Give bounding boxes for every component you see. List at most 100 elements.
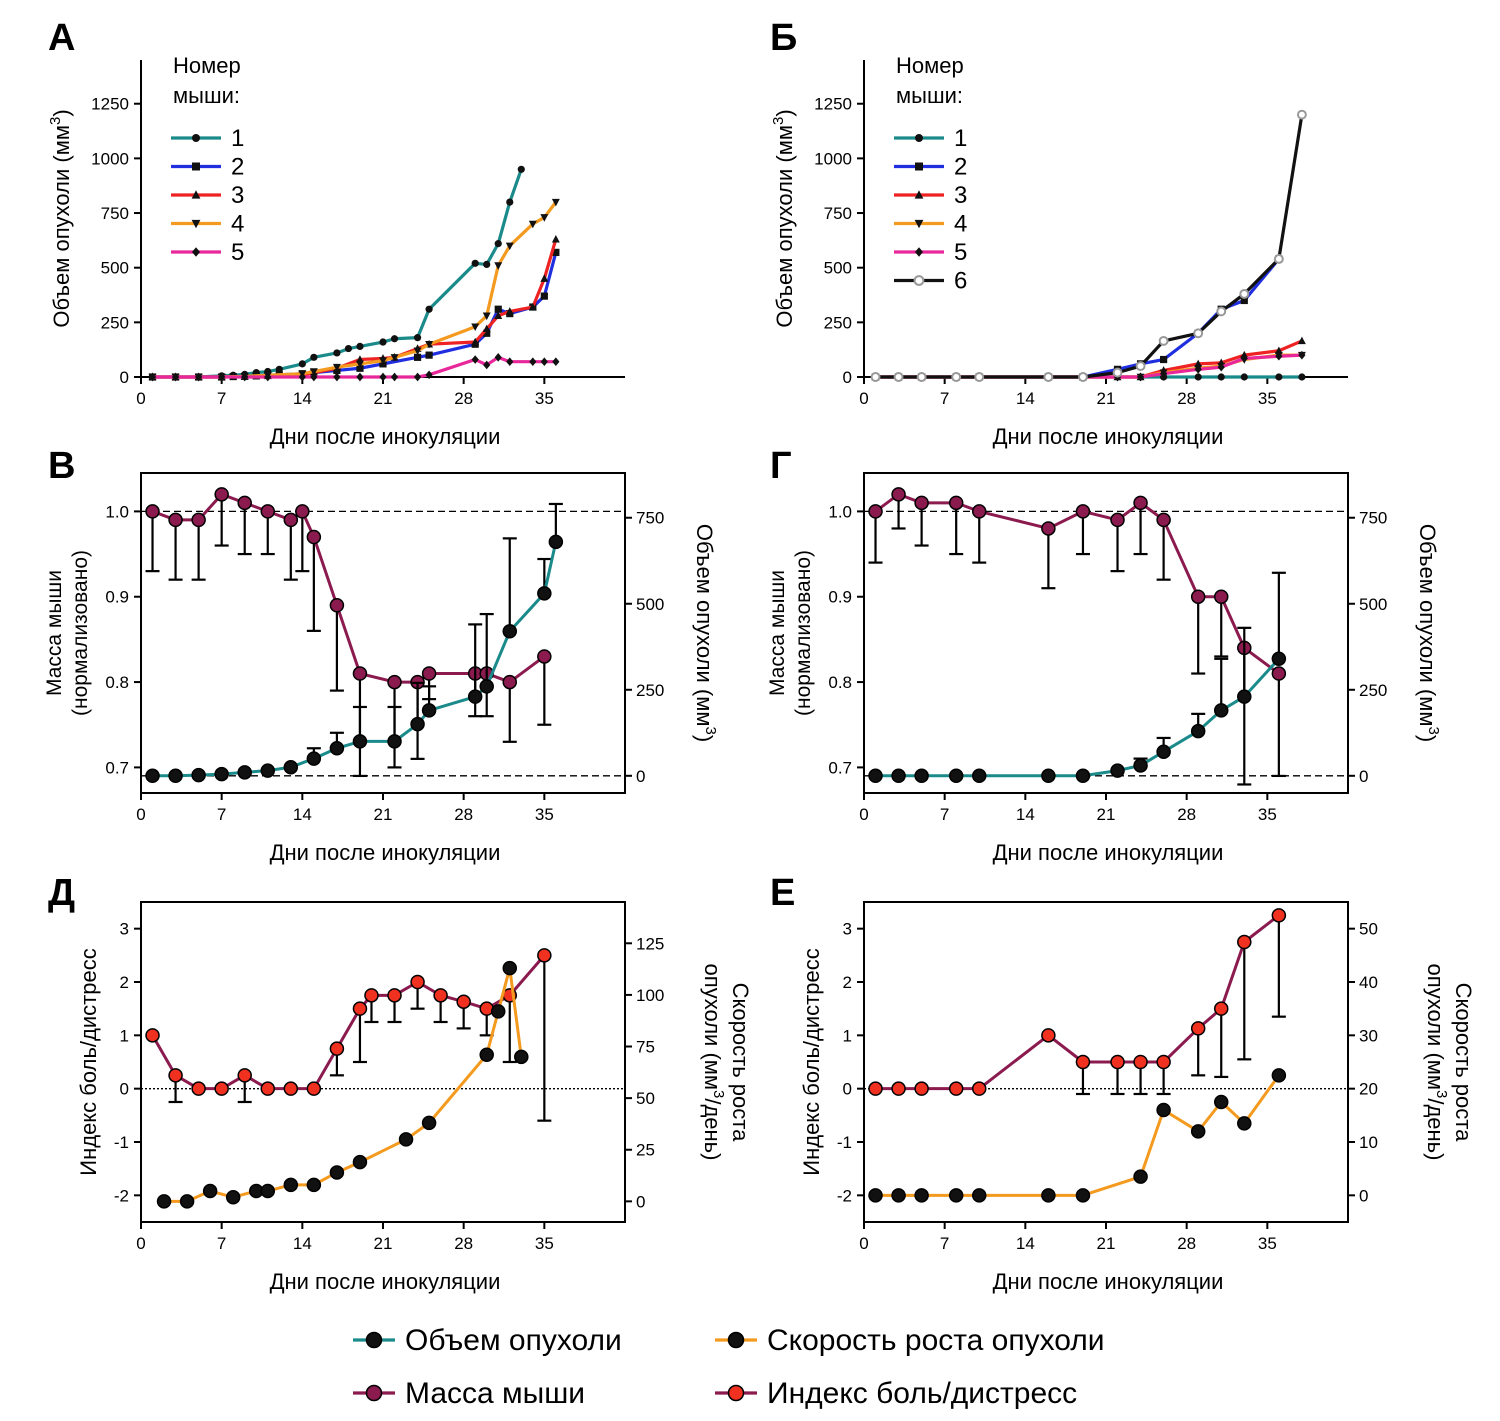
data-point [479,679,494,694]
y-tick-label: 1.0 [105,502,129,521]
x-tick-label: 35 [535,805,554,824]
legend-marker [191,219,201,229]
x-tick-label: 21 [374,389,393,408]
data-point [352,1001,368,1016]
series-Масса мыши [868,487,1287,786]
series-line [875,114,1304,379]
data-point [1190,723,1206,739]
data-point [298,372,306,382]
data-point [225,1189,241,1205]
data-point [191,512,206,528]
data-point [1237,1116,1252,1131]
data-point [471,259,479,267]
data-point [1110,763,1125,778]
data-point [306,1177,322,1193]
data-point [951,372,962,382]
plot-frame [140,472,626,794]
y-tick-label: 0.7 [828,758,852,777]
y-tick-label: 0.7 [105,758,129,777]
y-tick-label: 250 [824,313,852,332]
data-point [1112,367,1123,378]
data-point [479,1047,494,1063]
data-point [537,649,552,664]
data-point [1275,373,1283,381]
y-tick-label: -1 [837,1133,852,1152]
x-tick-label: 28 [1177,389,1196,408]
data-point [1194,365,1202,374]
data-point [425,351,433,359]
y-tick-label: 0.9 [105,588,129,607]
y-axis-label: Масса мыши [766,570,789,696]
y-tick-label: 0 [120,368,129,387]
data-point [1160,369,1168,379]
data-point [1213,703,1229,718]
data-point [483,260,491,269]
data-point [421,666,437,681]
y-tick-label: 1 [120,1026,129,1045]
series-line [152,492,546,684]
legend-marker [914,190,924,199]
y2-axis-label: Объем опухоли (мм3) [692,524,719,742]
data-point [514,1049,529,1065]
data-point [914,495,929,511]
y-axis-label: Объем опухоли (мм3) [770,109,797,327]
y2-tick-label: 10 [1359,1133,1378,1152]
data-point [502,624,518,639]
y-tick-label: 1 [843,1026,852,1045]
series-Скорость роста опухоли [868,1068,1287,1203]
data-point [168,512,183,528]
data-point [1239,288,1250,299]
y2-tick-label: 0 [636,767,645,786]
data-point [494,305,502,313]
data-point [494,262,503,270]
data-point [333,349,341,357]
data-point [298,360,306,368]
data-point [505,242,514,251]
data-point [1296,109,1307,120]
data-point [1217,362,1225,372]
data-point [260,504,276,519]
y-tick-label: 3 [843,920,852,939]
data-point [237,495,252,511]
data-point [390,335,399,343]
y2-tick-label: 50 [636,1089,655,1108]
data-point [329,1041,345,1056]
data-point [1190,1124,1206,1139]
data-point [356,364,364,372]
y2-tick-label: 40 [1359,973,1378,992]
data-point [218,372,226,382]
legend-label: Масса мыши [405,1377,585,1410]
data-point [390,372,399,382]
legend-marker [365,1384,383,1402]
legend-title: Номер [896,53,964,78]
data-point [295,504,310,519]
y2-tick-label: 0 [1359,767,1368,786]
panel-В: В 0 7 14 21 28 35 0.7 0.8 0.9 1.0 0 250 500 750 Дни пос… [43,445,719,865]
data-point [1237,689,1252,704]
data-point [237,765,252,780]
data-point [145,768,160,784]
data-point [483,329,491,337]
data-point [551,198,560,207]
data-point [1275,351,1283,361]
data-point [306,751,322,766]
data-point [1075,1188,1091,1203]
series-line [874,492,1280,675]
data-point [283,1177,299,1193]
data-point [1041,768,1056,784]
series-Объем опухоли [868,571,1287,784]
data-point [948,1081,964,1096]
y2-axis-label: Скорость роста [728,983,753,1142]
legend-label: 3 [231,182,244,209]
data-point [537,948,552,963]
data-point [868,1188,883,1203]
data-point [390,354,399,362]
data-point [214,766,229,782]
data-point [868,768,883,784]
data-point [306,529,322,545]
y-axis-label: Объем опухоли (мм3) [47,109,74,327]
x-tick-label: 0 [859,1234,868,1253]
data-point [1298,350,1306,360]
data-point [306,1081,322,1096]
